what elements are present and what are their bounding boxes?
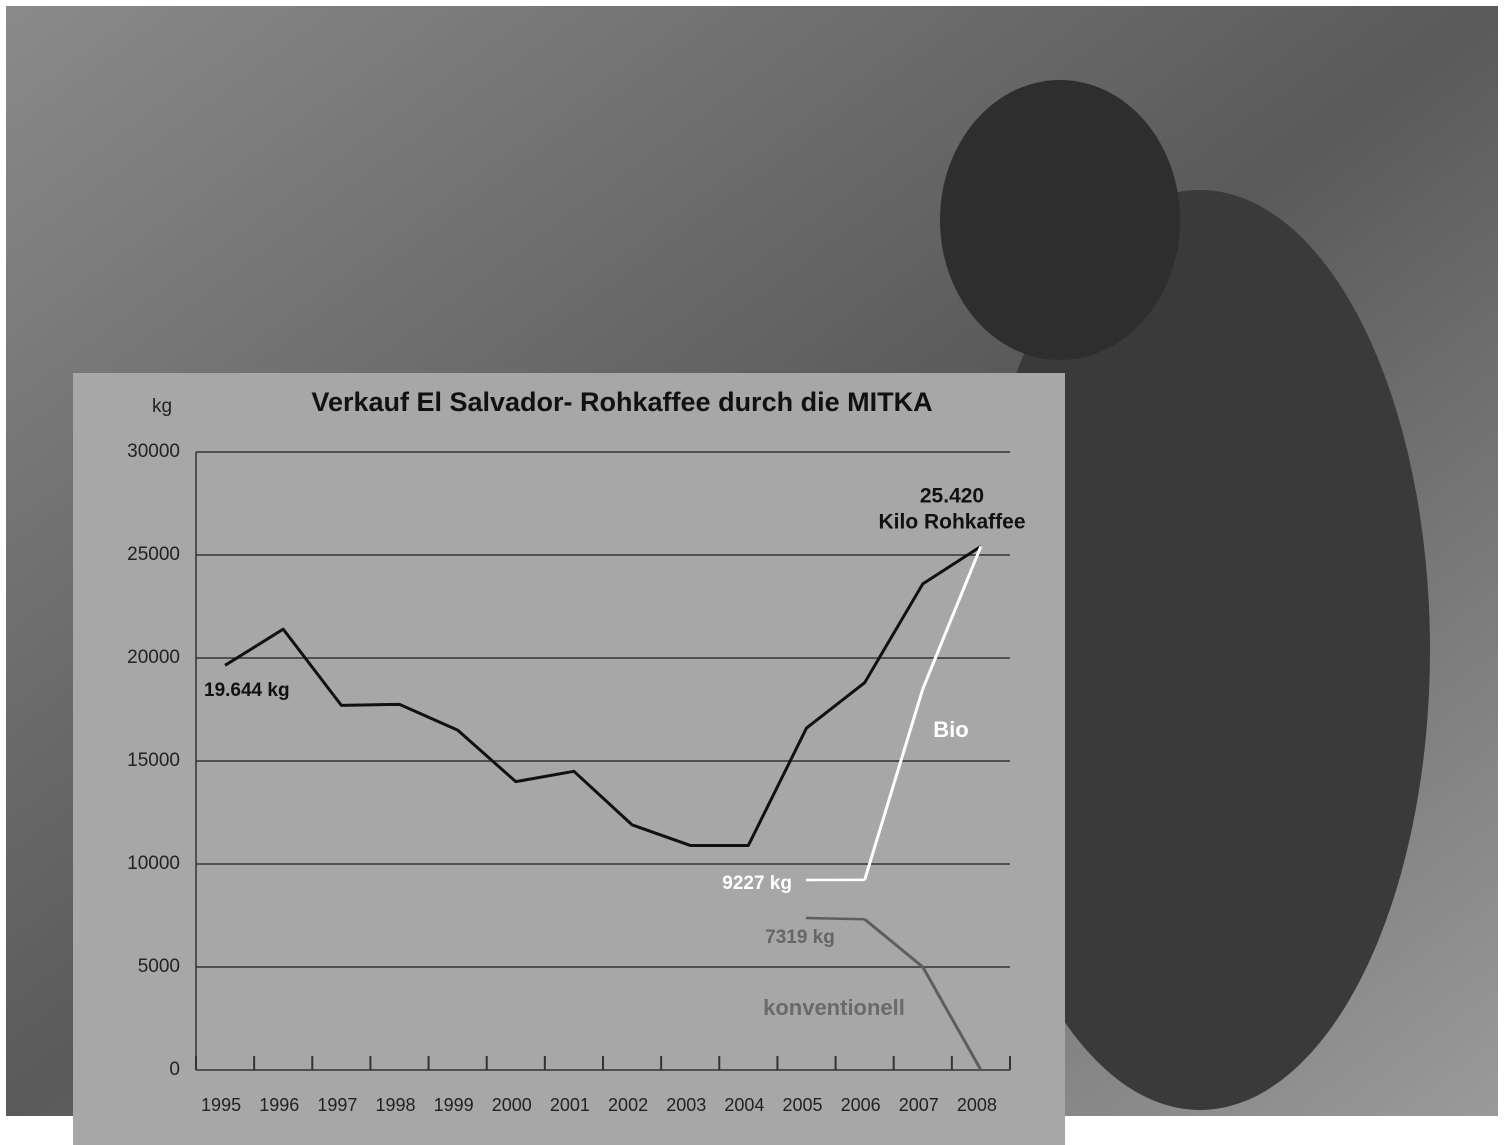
series-line: [224, 545, 982, 847]
y-tick-label: 30000: [127, 441, 180, 462]
annotation: 25.420: [920, 485, 984, 508]
x-tick-label: 2004: [724, 1095, 764, 1115]
series-line: [863, 545, 983, 881]
annotation: Kilo Rohkaffee: [878, 511, 1025, 534]
y-axis-label: kg: [152, 396, 172, 417]
y-tick-label: 20000: [127, 647, 180, 668]
x-tick-label: 1995: [201, 1095, 241, 1115]
annotation: 7319 kg: [765, 927, 835, 948]
x-tick-label: 2008: [957, 1095, 997, 1115]
x-tick-label: 2005: [782, 1095, 822, 1115]
photo-figure: [970, 190, 1430, 1110]
y-tick-label: 0: [169, 1059, 180, 1080]
y-tick-label: 25000: [127, 544, 180, 565]
y-tick-label: 15000: [127, 750, 180, 771]
x-tick-label: 1999: [434, 1095, 474, 1115]
x-tick-label: 2000: [492, 1095, 532, 1115]
label-connector: [805, 916, 865, 921]
chart-panel: [73, 373, 1065, 1145]
series-line: [863, 918, 983, 1071]
photo-head: [940, 80, 1180, 360]
x-tick-label: 2007: [899, 1095, 939, 1115]
x-tick-label: 2001: [550, 1095, 590, 1115]
x-tick-label: 2003: [666, 1095, 706, 1115]
x-tick-label: 2002: [608, 1095, 648, 1115]
legend-label: konventionell: [763, 995, 905, 1020]
x-tick-label: 1997: [317, 1095, 357, 1115]
legend-label: Bio: [933, 717, 968, 742]
x-tick-label: 2006: [841, 1095, 881, 1115]
x-tick-label: 1996: [259, 1095, 299, 1115]
chart-title: Verkauf El Salvador- Rohkaffee durch die…: [311, 387, 932, 417]
x-tick-label: 1998: [375, 1095, 415, 1115]
annotation: 19.644 kg: [204, 680, 290, 701]
y-tick-label: 10000: [127, 853, 180, 874]
y-tick-label: 5000: [138, 956, 180, 977]
annotation: 9227 kg: [722, 873, 792, 894]
